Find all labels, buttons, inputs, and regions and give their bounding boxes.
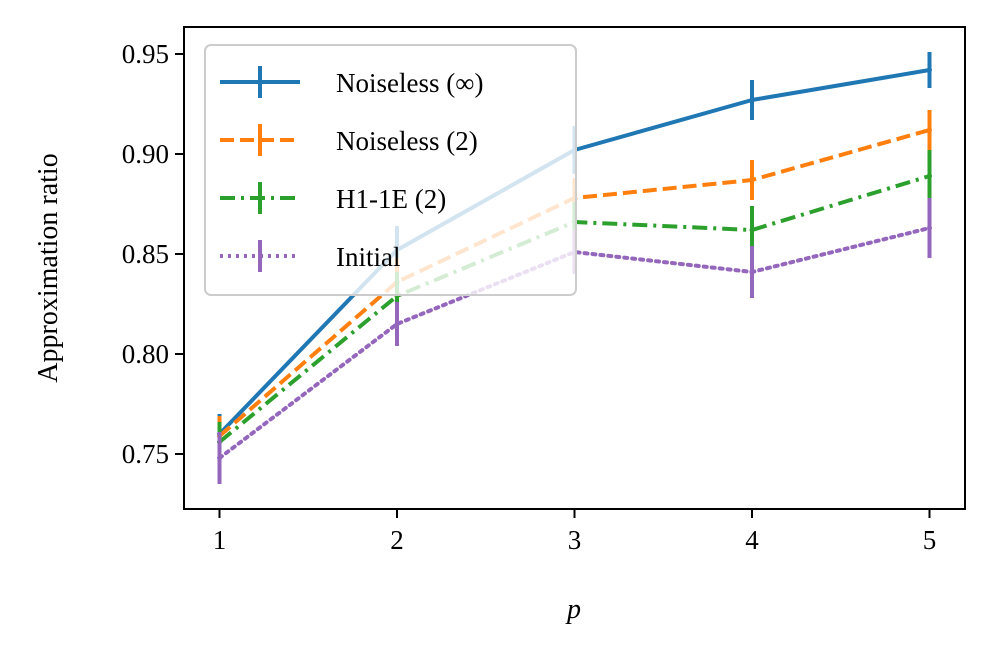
y-axis-label: Approximation ratio: [33, 153, 64, 382]
y-tick-label: 0.95: [122, 39, 169, 69]
data-point: [927, 173, 932, 179]
x-tick-label: 3: [568, 525, 582, 555]
data-point: [749, 227, 755, 233]
x-tick-label: 5: [923, 525, 937, 555]
x-tick-label: 4: [745, 525, 759, 555]
data-point: [749, 269, 755, 275]
y-tick-label: 0.90: [122, 139, 169, 169]
x-ticks: 1 2 3 4 5: [213, 509, 937, 555]
x-tick-label: 2: [390, 525, 404, 555]
legend-item: Initial: [220, 240, 400, 272]
legend-item: Noiseless (2): [220, 124, 478, 156]
legend-box: [204, 44, 577, 296]
y-tick-label: 0.80: [122, 339, 169, 369]
data-point: [394, 321, 400, 327]
legend-item: Noiseless (∞): [220, 66, 483, 98]
legend-label: Initial: [336, 242, 400, 272]
data-point: [927, 67, 932, 73]
y-tick-label: 0.85: [122, 239, 169, 269]
data-point: [927, 225, 932, 231]
legend-label: Noiseless (∞): [336, 68, 483, 98]
legend-label: Noiseless (2): [336, 126, 478, 156]
data-point: [749, 97, 755, 103]
data-point: [749, 177, 755, 183]
y-tick-label: 0.75: [122, 439, 169, 469]
legend-item: H1-1E (2): [220, 182, 446, 214]
x-axis-label: p: [565, 594, 581, 625]
data-point: [217, 455, 222, 461]
data-point: [927, 127, 932, 133]
legend-label: H1-1E (2): [336, 184, 446, 214]
series-line: [217, 226, 932, 460]
legend: Noiseless (∞) Noiseless (2) H1-1E (2) Initi…: [204, 44, 577, 296]
x-tick-label: 1: [213, 525, 227, 555]
y-ticks: 0.75 0.80 0.85 0.90 0.95: [122, 39, 184, 469]
